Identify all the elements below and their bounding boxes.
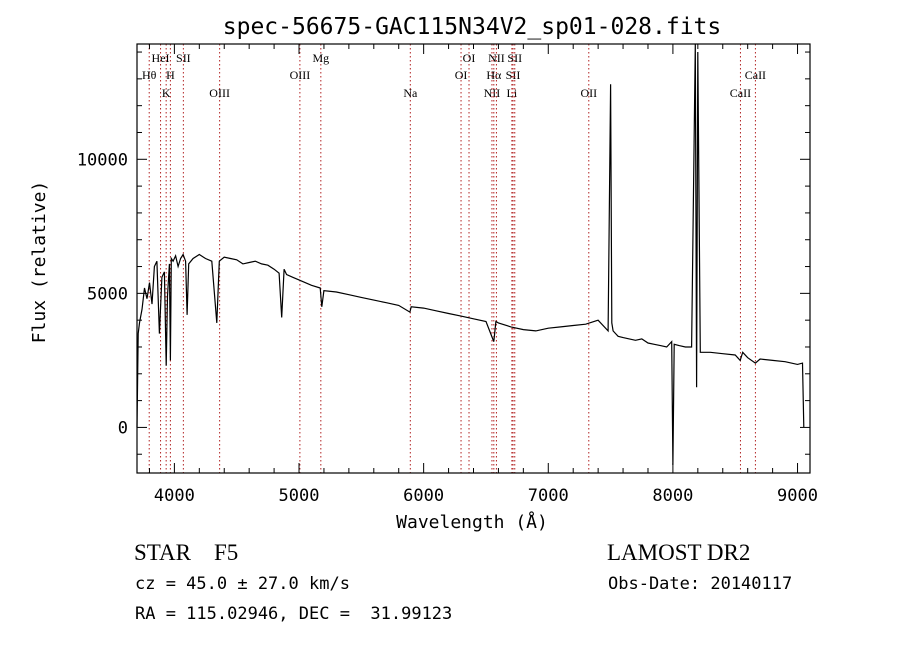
observation-date: Obs-Date: 20140117 — [608, 574, 793, 594]
axis-ticks: 4000 5000 6000 7000 8000 9000 0 5000 10000 — [77, 44, 818, 506]
y-tick-label: 0 — [118, 418, 128, 438]
line-label-hei: HeI — [152, 51, 170, 65]
plot-frame — [136, 43, 811, 474]
line-label-na: Na — [403, 86, 418, 100]
line-label-hα: Hα — [486, 68, 502, 82]
line-label-sii: SII — [507, 51, 522, 65]
line-label-k: K — [162, 86, 171, 100]
line-label-oiii: OIII — [209, 86, 230, 100]
line-label-nii: NII — [488, 51, 505, 65]
object-class: STAR F5 — [134, 540, 239, 565]
line-label-sii: SII — [506, 68, 521, 82]
line-label-li: Li — [507, 86, 518, 100]
y-axis-label: Flux (relative) — [29, 181, 50, 344]
spectrum-plot: spec-56675-GAC115N34V2_sp01-028.fits Hθ H… — [29, 14, 818, 533]
survey-name: LAMOST DR2 — [607, 540, 751, 565]
line-label-oi: OI — [463, 51, 476, 65]
coordinates: RA = 115.02946, DEC = 31.99123 — [135, 604, 453, 624]
line-label-oii: OII — [580, 86, 597, 100]
x-tick-label: 7000 — [528, 486, 569, 506]
x-tick-label: 5000 — [279, 486, 320, 506]
x-tick-label: 6000 — [403, 486, 444, 506]
line-label-hθ: Hθ — [142, 68, 157, 82]
line-label-caii: CaII — [745, 68, 766, 82]
x-axis-label: Wavelength (Å) — [396, 511, 548, 533]
line-label-sii: SII — [176, 51, 191, 65]
line-label-h: H — [166, 68, 175, 82]
line-label-mg: Mg — [312, 51, 329, 65]
x-tick-label: 9000 — [777, 486, 818, 506]
line-label-nii: NII — [484, 86, 501, 100]
x-tick-label: 8000 — [652, 486, 693, 506]
y-tick-label: 5000 — [87, 284, 128, 304]
line-label-caii: CaII — [730, 86, 751, 100]
chart-title: spec-56675-GAC115N34V2_sp01-028.fits — [223, 14, 722, 40]
redshift-velocity: cz = 45.0 ± 27.0 km/s — [135, 574, 350, 594]
spectral-line-markers: HθHeIKHSIIOIIIOIIIMgNaOIOINIIHαNIILiSIIS… — [142, 44, 766, 473]
x-tick-label: 4000 — [154, 486, 195, 506]
y-tick-label: 10000 — [77, 150, 128, 170]
line-label-oiii: OIII — [290, 68, 311, 82]
line-label-oi: OI — [455, 68, 468, 82]
spectrum-series-line — [136, 43, 805, 466]
